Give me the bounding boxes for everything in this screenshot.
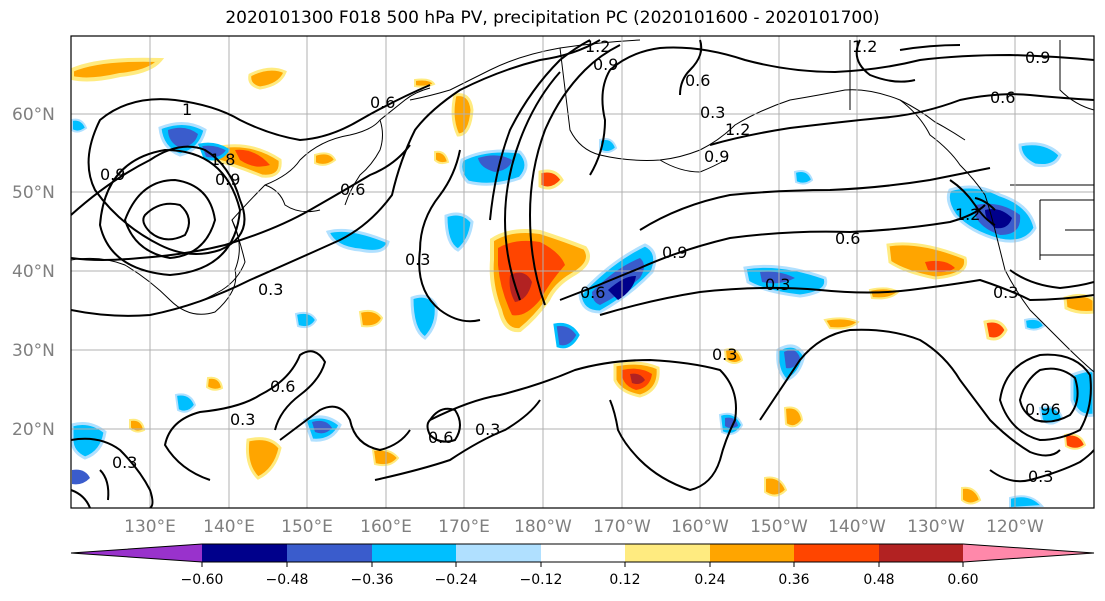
colorbar-segment (372, 544, 456, 562)
map-title: 2020101300 F018 500 hPa PV, precipitatio… (225, 8, 880, 28)
contour-label: 0.6 (685, 71, 710, 90)
colorbar-ticks (201, 562, 964, 567)
contour-label: 0.3 (230, 410, 255, 429)
contour-label: 0.9 (704, 147, 729, 166)
contour-label: 1.2 (585, 37, 610, 56)
lon-label: 170°E (438, 517, 490, 537)
colorbar-tick-label: 0.48 (863, 572, 894, 588)
contour-label: 0.3 (712, 345, 737, 364)
colorbar: −0.60 −0.48 −0.36 −0.24 −0.12 0.12 0.24 … (70, 543, 1095, 588)
colorbar-tick-label: −0.60 (181, 572, 224, 588)
lon-label: 160°E (360, 517, 412, 537)
contour-label: 0.6 (370, 93, 395, 112)
contour-label: 0.3 (993, 283, 1018, 302)
contour-label: 0.9 (100, 165, 125, 184)
colorbar-segment (710, 544, 794, 562)
colorbar-tick-label: 0.24 (694, 572, 725, 588)
colorbar-segment (963, 544, 1094, 562)
contour-label: 0.9 (662, 243, 687, 262)
pv-contours (71, 39, 1094, 508)
lon-label: 130°W (907, 517, 965, 537)
lat-label: 40°N (12, 262, 55, 282)
contour-label: 0.6 (270, 377, 295, 396)
contour-label: 0.6 (990, 88, 1015, 107)
longitude-labels: 130°E 140°E 150°E 160°E 170°E 180°W 170°… (124, 517, 1044, 537)
lon-label: 170°W (593, 517, 651, 537)
lat-label: 60°N (12, 105, 55, 125)
contour-label: 0.3 (475, 420, 500, 439)
contour-labels: 1.2 0.9 0.6 0.6 0.9 1.2 1 0.9 1.8 0.9 0.… (100, 37, 1061, 486)
contour-label: 0.3 (1028, 467, 1053, 486)
colorbar-segment (794, 544, 879, 562)
lat-label: 50°N (12, 183, 55, 203)
latitude-labels: 60°N 50°N 40°N 30°N 20°N (12, 105, 55, 440)
colorbar-segment (625, 544, 710, 562)
contour-label: 1.8 (210, 150, 235, 169)
lon-label: 120°W (986, 517, 1044, 537)
lon-label: 180°W (514, 517, 572, 537)
contour-label: 1.2 (955, 205, 980, 224)
contour-label: 0.6 (835, 229, 860, 248)
lon-label: 150°W (750, 517, 808, 537)
colorbar-tick-label: −0.12 (520, 572, 563, 588)
colorbar-tick-label: −0.48 (266, 572, 309, 588)
colorbar-tick-label: 0.36 (778, 572, 809, 588)
colorbar-tick-label: −0.36 (351, 572, 394, 588)
colorbar-tick-label: −0.24 (435, 572, 478, 588)
contour-label: 0.96 (1025, 400, 1061, 419)
contour-label: 0.6 (428, 428, 453, 447)
gridlines (71, 36, 1094, 508)
colorbar-segment (287, 544, 372, 562)
colorbar-segment (541, 544, 625, 562)
colorbar-segment (202, 544, 287, 562)
contour-label: 0.9 (215, 170, 240, 189)
lon-label: 130°E (124, 517, 176, 537)
lat-label: 20°N (12, 420, 55, 440)
lat-label: 30°N (12, 341, 55, 361)
colorbar-tick-label: 0.60 (947, 572, 978, 588)
lon-label: 140°W (828, 517, 886, 537)
colorbar-tick-label: 0.12 (609, 572, 640, 588)
contour-label: 0.3 (405, 250, 430, 269)
contour-label: 0.6 (340, 180, 365, 199)
contour-label: 0.9 (593, 55, 618, 74)
lon-label: 140°E (203, 517, 255, 537)
contour-label: 0.9 (1025, 48, 1050, 67)
lon-label: 150°E (281, 517, 333, 537)
contour-label: 0.3 (112, 453, 137, 472)
map-frame (70, 35, 1095, 509)
contour-label: 1 (182, 100, 192, 119)
coastlines (71, 39, 1094, 373)
colorbar-segment (71, 544, 202, 562)
contour-label: 0.3 (700, 103, 725, 122)
contour-label: 1.2 (852, 37, 877, 56)
contour-label: 0.6 (580, 283, 605, 302)
colorbar-segment (879, 544, 963, 562)
contour-label: 0.3 (765, 275, 790, 294)
contour-label: 0.3 (258, 280, 283, 299)
lon-label: 160°W (671, 517, 729, 537)
colorbar-segment (456, 544, 541, 562)
contour-label: 1.2 (725, 120, 750, 139)
